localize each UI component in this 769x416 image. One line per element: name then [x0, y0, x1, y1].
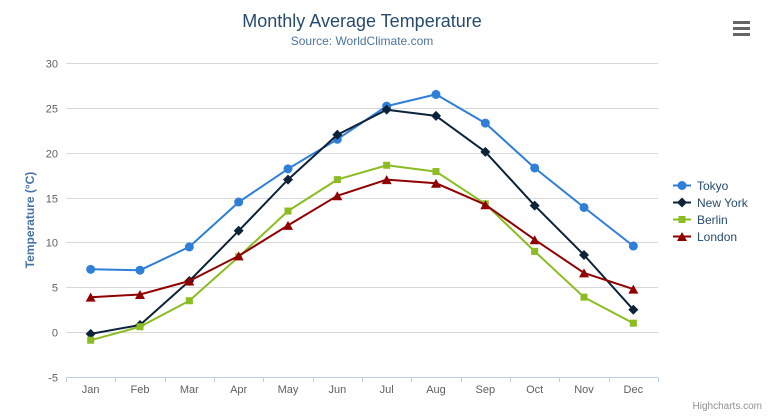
series-new-york-marker[interactable]: [431, 110, 441, 121]
series-new-york-marker[interactable]: [529, 200, 540, 211]
series-london-marker[interactable]: [480, 200, 491, 210]
series-new-york-marker[interactable]: [85, 328, 96, 339]
series-berlin-marker[interactable]: [383, 161, 391, 169]
y-tick-label: 5: [52, 283, 58, 295]
credits-link[interactable]: Highcharts.com: [692, 401, 762, 412]
series-tokyo: [86, 89, 638, 275]
series-new-york-marker[interactable]: [579, 249, 589, 260]
series-new-york-marker[interactable]: [628, 304, 639, 315]
series-berlin-marker[interactable]: [432, 168, 440, 176]
x-tick-label: Jul: [380, 384, 394, 396]
x-tick-label: Sep: [476, 384, 496, 396]
x-tick-label: Oct: [526, 384, 543, 396]
series-berlin-marker[interactable]: [580, 293, 588, 301]
series-new-york-marker[interactable]: [381, 104, 392, 115]
x-tick-label: Feb: [131, 384, 150, 396]
y-tick-label: 10: [46, 238, 58, 250]
series-berlin: [87, 161, 637, 344]
series-london-marker[interactable]: [135, 289, 145, 299]
series-tokyo-marker[interactable]: [431, 89, 441, 99]
series-tokyo-line: [89, 93, 635, 272]
series-new-york-marker[interactable]: [233, 225, 244, 236]
series-london-marker[interactable]: [431, 178, 441, 188]
x-tick-label: Nov: [574, 384, 594, 396]
x-tick-label: Jun: [328, 384, 346, 396]
y-tick-label: 30: [46, 59, 58, 71]
legend-item-tokyo[interactable]: Tokyo: [672, 177, 748, 194]
legend-item-london[interactable]: London: [672, 228, 748, 245]
circle-icon: [677, 181, 687, 190]
series-london-line: [89, 178, 635, 299]
series-new-york: [85, 104, 639, 339]
x-tick-label: Aug: [426, 384, 446, 396]
export-menu-button[interactable]: [733, 21, 750, 36]
series-london-marker[interactable]: [529, 235, 540, 245]
series-berlin-marker[interactable]: [87, 336, 95, 344]
x-tick-label: Apr: [230, 384, 247, 396]
series-london-marker[interactable]: [628, 284, 639, 294]
x-tick-label: Mar: [180, 384, 199, 396]
series-berlin-marker[interactable]: [185, 297, 193, 305]
series-new-york-marker[interactable]: [283, 174, 293, 185]
series-berlin-marker[interactable]: [136, 323, 144, 331]
series-london-marker[interactable]: [184, 276, 195, 286]
series-london-marker[interactable]: [381, 175, 392, 185]
series-london-marker[interactable]: [283, 220, 293, 230]
series-berlin-marker[interactable]: [333, 176, 341, 184]
series-berlin-marker[interactable]: [284, 207, 292, 215]
series-tokyo-marker[interactable]: [135, 265, 145, 275]
series-berlin-marker[interactable]: [531, 247, 539, 255]
series-new-york-marker[interactable]: [480, 146, 491, 157]
x-tick-label: Jan: [82, 384, 100, 396]
series-london-marker[interactable]: [85, 292, 96, 302]
diamond-icon: [673, 197, 691, 208]
legend-item-berlin[interactable]: Berlin: [672, 211, 748, 228]
series-berlin-marker[interactable]: [629, 319, 637, 327]
series-tokyo-marker[interactable]: [86, 264, 96, 274]
series-new-york-marker[interactable]: [332, 129, 343, 140]
legend-label: Berlin: [697, 212, 728, 227]
chart-subtitle: Source: WorldClimate.com: [290, 34, 434, 48]
series-london-marker[interactable]: [332, 191, 343, 201]
chart-title: Monthly Average Temperature: [242, 11, 482, 31]
y-tick-label: 25: [46, 104, 58, 116]
series-new-york-line: [89, 108, 635, 335]
legend-label: Tokyo: [697, 178, 729, 193]
square-icon: [673, 216, 691, 223]
hamburger-icon: [733, 21, 750, 36]
series-tokyo-marker[interactable]: [628, 241, 638, 251]
series-london-marker[interactable]: [233, 251, 244, 261]
series-tokyo-marker[interactable]: [283, 164, 293, 174]
legend-label: New York: [697, 195, 748, 210]
diamond-icon: [677, 197, 687, 208]
series-london: [85, 175, 639, 302]
triangle-icon: [673, 232, 691, 241]
series-london-marker[interactable]: [579, 268, 589, 278]
y-tick-label: -5: [48, 373, 58, 385]
y-tick-label: 0: [52, 328, 58, 340]
series-berlin-line: [89, 164, 635, 342]
legend-item-new-york[interactable]: New York: [672, 194, 748, 211]
legend: Tokyo New York Berlin London: [672, 177, 748, 245]
x-tick-label: Dec: [624, 384, 644, 396]
x-tick-label: May: [278, 384, 299, 396]
series-tokyo-marker[interactable]: [480, 118, 490, 128]
series-tokyo-marker[interactable]: [234, 197, 244, 207]
square-icon: [678, 216, 686, 223]
triangle-icon: [677, 232, 687, 241]
series-tokyo-marker[interactable]: [530, 163, 540, 173]
circle-icon: [673, 181, 691, 190]
y-tick-label: 20: [46, 149, 58, 161]
legend-label: London: [697, 229, 738, 244]
series-tokyo-marker[interactable]: [579, 202, 589, 212]
series-tokyo-marker[interactable]: [184, 242, 194, 252]
y-tick-label: 15: [46, 194, 58, 206]
